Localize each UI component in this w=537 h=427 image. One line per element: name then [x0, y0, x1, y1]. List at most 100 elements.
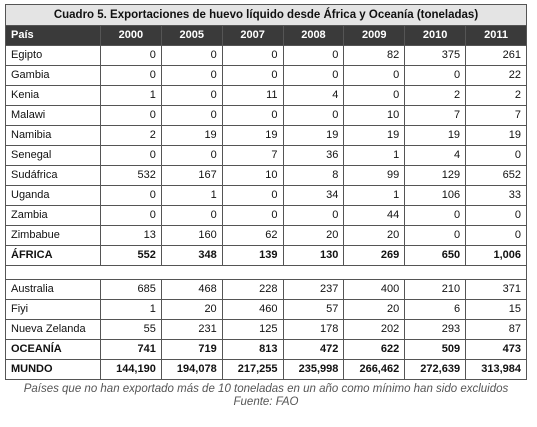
column-header: 2011 [465, 25, 527, 46]
value-cell: 82 [343, 45, 406, 66]
value-cell: 0 [282, 205, 345, 226]
value-cell: 19 [343, 125, 406, 146]
country-cell: Sudáfrica [5, 165, 101, 186]
value-cell: 10 [221, 165, 284, 186]
value-cell: 6 [404, 299, 467, 320]
table-row: Zambia 0 0 0 0 44 0 0 [5, 205, 527, 226]
value-cell: 0 [404, 225, 467, 246]
value-cell: 160 [160, 225, 223, 246]
value-cell: 0 [160, 65, 223, 86]
value-cell: 0 [343, 65, 406, 86]
value-cell: 261 [465, 45, 527, 66]
value-cell: 266,462 [343, 359, 406, 380]
country-cell: Fiyi [5, 299, 101, 320]
value-cell: 272,639 [404, 359, 467, 380]
value-cell: 19 [465, 125, 527, 146]
value-cell: 685 [100, 279, 162, 300]
exclusion-note: Países que no han exportado más de 10 to… [23, 383, 509, 395]
value-cell: 1 [100, 85, 162, 106]
value-cell: 4 [282, 85, 345, 106]
value-cell: 0 [282, 65, 345, 86]
table-row: Uganda 0 1 0 34 1 106 33 [5, 185, 527, 206]
value-cell: 0 [282, 45, 345, 66]
country-cell: Zimbabue [5, 225, 101, 246]
value-cell: 532 [100, 165, 162, 186]
value-cell: 293 [404, 319, 467, 340]
value-cell: 237 [282, 279, 345, 300]
value-cell: 741 [100, 339, 162, 360]
value-cell: 473 [465, 339, 527, 360]
value-cell: 36 [282, 145, 345, 166]
value-cell: 33 [465, 185, 527, 206]
value-cell: 62 [221, 225, 284, 246]
value-cell: 719 [160, 339, 223, 360]
country-cell: Namibia [5, 125, 101, 146]
value-cell: 22 [465, 65, 527, 86]
table-container: Cuadro 5. Exportaciones de huevo líquido… [5, 4, 527, 409]
country-cell: Zambia [5, 205, 101, 226]
value-cell: 0 [160, 45, 223, 66]
value-cell: 0 [100, 185, 162, 206]
value-cell: 375 [404, 45, 467, 66]
value-cell: 472 [282, 339, 345, 360]
value-cell: 19 [221, 125, 284, 146]
value-cell: 650 [404, 245, 467, 266]
value-cell: 235,998 [282, 359, 345, 380]
country-cell: Nueva Zelanda [5, 319, 101, 340]
value-cell: 0 [100, 205, 162, 226]
source-note: Fuente: FAO [233, 396, 299, 408]
value-cell: 0 [221, 205, 284, 226]
value-cell: 0 [221, 45, 284, 66]
value-cell: 20 [343, 299, 406, 320]
table-row: Namibia 2 19 19 19 19 19 19 [5, 125, 527, 146]
value-cell: 13 [100, 225, 162, 246]
value-cell: 210 [404, 279, 467, 300]
value-cell: 0 [465, 225, 527, 246]
value-cell: 87 [465, 319, 527, 340]
value-cell: 19 [282, 125, 345, 146]
value-cell: 313,984 [465, 359, 527, 380]
value-cell: 652 [465, 165, 527, 186]
value-cell: 509 [404, 339, 467, 360]
value-cell: 400 [343, 279, 406, 300]
value-cell: 7 [404, 105, 467, 126]
value-cell: 0 [160, 105, 223, 126]
value-cell: 0 [100, 145, 162, 166]
value-cell: 8 [282, 165, 345, 186]
table-row: Egipto 0 0 0 0 82 375 261 [5, 45, 527, 66]
table-row: Zimbabue 13 160 62 20 20 0 0 [5, 225, 527, 246]
value-cell: 44 [343, 205, 406, 226]
value-cell: 460 [221, 299, 284, 320]
value-cell: 202 [343, 319, 406, 340]
value-cell: 4 [404, 145, 467, 166]
table-row: Fiyi 1 20 460 57 20 6 15 [5, 299, 527, 320]
value-cell: 7 [221, 145, 284, 166]
table-row: Kenia 1 0 11 4 0 2 2 [5, 85, 527, 106]
value-cell: 228 [221, 279, 284, 300]
value-cell: 0 [100, 45, 162, 66]
value-cell: 178 [282, 319, 345, 340]
value-cell: 106 [404, 185, 467, 206]
value-cell: 552 [100, 245, 162, 266]
value-cell: 468 [160, 279, 223, 300]
value-cell: 0 [160, 145, 223, 166]
value-cell: 1 [343, 145, 406, 166]
value-cell: 55 [100, 319, 162, 340]
value-cell: 0 [221, 185, 284, 206]
value-cell: 20 [282, 225, 345, 246]
country-cell: OCEANÍA [5, 339, 101, 360]
country-cell: Egipto [5, 45, 101, 66]
column-header: 2007 [221, 25, 284, 46]
value-cell: 10 [343, 105, 406, 126]
value-cell: 622 [343, 339, 406, 360]
country-cell: MUNDO [5, 359, 101, 380]
value-cell: 2 [404, 85, 467, 106]
column-header: 2008 [282, 25, 345, 46]
value-cell: 1 [343, 185, 406, 206]
value-cell: 1,006 [465, 245, 527, 266]
country-cell: Uganda [5, 185, 101, 206]
value-cell: 0 [282, 105, 345, 126]
country-cell: Malawi [5, 105, 101, 126]
value-cell: 99 [343, 165, 406, 186]
column-header: 2010 [404, 25, 467, 46]
